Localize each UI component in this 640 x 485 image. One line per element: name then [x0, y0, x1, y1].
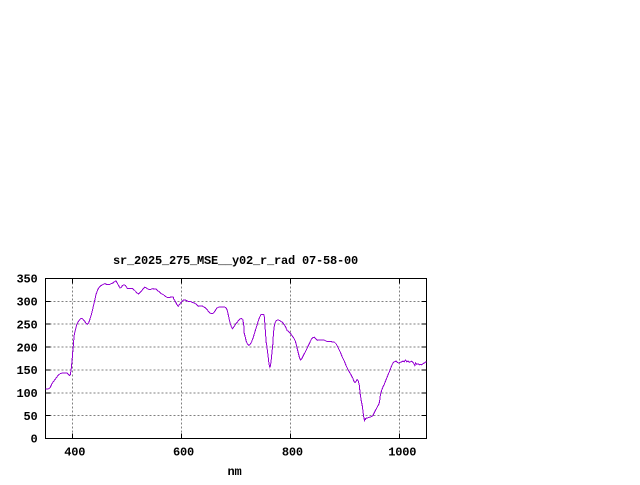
- svg-text:1000: 1000: [388, 446, 416, 460]
- svg-text:sr_2025_275_MSE__y02_r_rad 07-: sr_2025_275_MSE__y02_r_rad 07-58-00: [113, 254, 358, 268]
- svg-text:nm: nm: [227, 465, 241, 479]
- svg-text:100: 100: [16, 387, 37, 401]
- svg-text:150: 150: [16, 364, 37, 378]
- svg-text:0: 0: [30, 433, 37, 447]
- svg-text:350: 350: [16, 273, 37, 287]
- svg-text:250: 250: [16, 318, 37, 332]
- svg-text:200: 200: [16, 341, 37, 355]
- svg-text:400: 400: [64, 446, 85, 460]
- svg-text:600: 600: [173, 446, 194, 460]
- svg-text:800: 800: [282, 446, 303, 460]
- svg-text:50: 50: [23, 410, 37, 424]
- svg-text:300: 300: [16, 296, 37, 310]
